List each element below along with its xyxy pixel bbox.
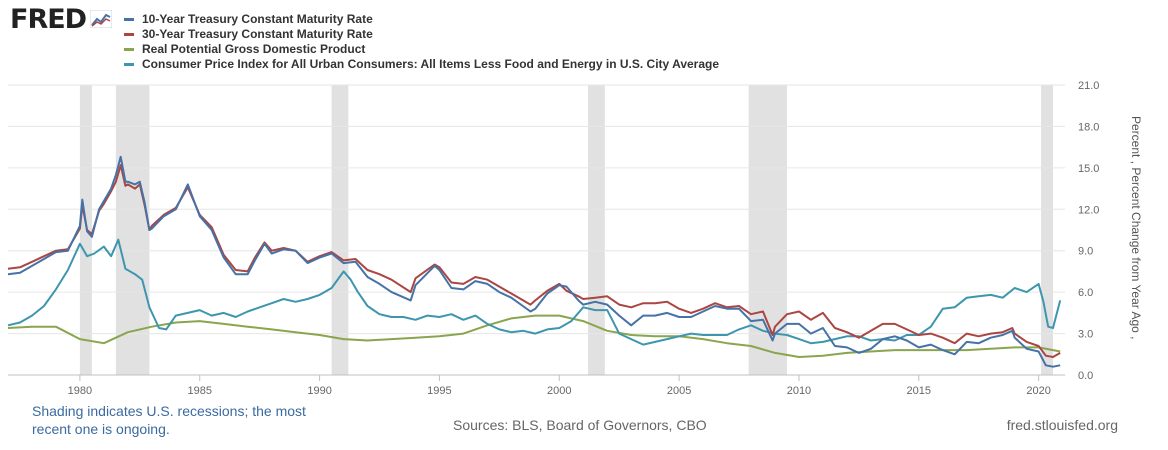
legend-swatch-10y bbox=[124, 18, 134, 21]
legend-item-10y[interactable]: 10-Year Treasury Constant Maturity Rate bbox=[124, 12, 719, 27]
x-tick-label: 1990 bbox=[307, 385, 331, 397]
series-30y-line bbox=[7, 164, 1061, 358]
legend-swatch-30y bbox=[124, 33, 134, 36]
x-tick-label: 2000 bbox=[547, 385, 571, 397]
gridlines bbox=[8, 84, 1065, 376]
y-tick-label: 0.0 bbox=[1078, 370, 1093, 382]
y-axis-label: Percent , Percent Change from Year Ago , bbox=[1129, 116, 1143, 339]
graph-icon bbox=[90, 10, 113, 28]
legend-label-core-cpi: Consumer Price Index for All Urban Consu… bbox=[142, 57, 720, 71]
recession-band-3 bbox=[588, 85, 605, 375]
series-lines bbox=[7, 155, 1062, 368]
y-tick-label: 9.0 bbox=[1078, 246, 1093, 258]
legend-item-30y[interactable]: 30-Year Treasury Constant Maturity Rate bbox=[124, 27, 719, 42]
x-tick-label: 2010 bbox=[787, 385, 811, 397]
x-tick-label: 1980 bbox=[68, 385, 92, 397]
x-tick-label: 1985 bbox=[188, 385, 212, 397]
series-potential-gdp-line bbox=[7, 314, 1061, 358]
legend-label-10y: 10-Year Treasury Constant Maturity Rate bbox=[142, 12, 373, 26]
series-10y-line bbox=[7, 155, 1061, 368]
y-tick-label: 12.0 bbox=[1078, 204, 1099, 216]
legend-swatch-potential-gdp bbox=[124, 48, 134, 51]
recession-band-5 bbox=[1041, 85, 1054, 375]
series-core-cpi-line bbox=[7, 238, 1062, 346]
x-tick-label: 2015 bbox=[907, 385, 931, 397]
y-tick-label: 15.0 bbox=[1078, 163, 1099, 175]
x-tick-label: 2005 bbox=[667, 385, 691, 397]
y-axis-ticks: 0.0 3.0 6.0 9.0 12.0 15.0 18.0 21.0 bbox=[1078, 80, 1099, 382]
legend-swatch-core-cpi bbox=[124, 63, 134, 66]
x-tick-label: 2020 bbox=[1026, 385, 1050, 397]
y-tick-label: 21.0 bbox=[1078, 80, 1099, 92]
y-tick-label: 18.0 bbox=[1078, 121, 1099, 133]
legend-label-potential-gdp: Real Potential Gross Domestic Product bbox=[142, 42, 366, 56]
recession-note: Shading indicates U.S. recessions; the m… bbox=[32, 403, 306, 437]
chart-legend: 10-Year Treasury Constant Maturity Rate … bbox=[124, 12, 719, 72]
recession-band-2 bbox=[331, 85, 349, 375]
legend-label-30y: 30-Year Treasury Constant Maturity Rate bbox=[142, 27, 373, 41]
fred-logo[interactable]: FRED bbox=[10, 3, 113, 35]
recession-shading bbox=[79, 85, 1054, 375]
x-tick-label: 1995 bbox=[427, 385, 451, 397]
y-tick-label: 3.0 bbox=[1078, 329, 1093, 341]
recession-band-1 bbox=[115, 85, 150, 375]
legend-item-core-cpi[interactable]: Consumer Price Index for All Urban Consu… bbox=[124, 57, 719, 72]
fred-logo-text: FRED bbox=[10, 3, 87, 35]
x-axis-ticks: 1980 1985 1990 1995 2000 2005 2010 2015 2020 bbox=[68, 375, 1051, 397]
legend-item-potential-gdp[interactable]: Real Potential Gross Domestic Product bbox=[124, 42, 719, 57]
site-link[interactable]: fred.stlouisfed.org bbox=[1006, 417, 1118, 433]
sources-text: Sources: BLS, Board of Governors, CBO bbox=[453, 417, 707, 433]
y-tick-label: 6.0 bbox=[1078, 287, 1093, 299]
